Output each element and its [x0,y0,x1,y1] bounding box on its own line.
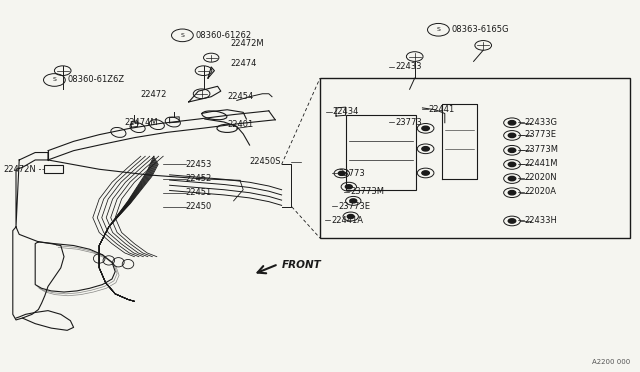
Text: FRONT: FRONT [282,260,321,270]
Circle shape [346,185,352,189]
Text: 22472: 22472 [141,90,167,99]
Text: 08360-61Z6Z: 08360-61Z6Z [68,76,125,84]
Text: 22472N: 22472N [3,165,36,174]
Circle shape [508,148,516,153]
Text: 22450: 22450 [186,202,212,211]
Text: 22474: 22474 [230,59,257,68]
Circle shape [339,171,345,175]
Text: 22433H: 22433H [525,216,557,225]
Circle shape [508,219,516,223]
Circle shape [508,176,516,181]
Circle shape [508,121,516,125]
Text: 23773: 23773 [338,169,365,178]
Text: 22474M: 22474M [125,118,159,127]
Text: 23773E: 23773E [338,202,370,211]
Text: 22454: 22454 [227,92,253,101]
Circle shape [422,147,429,151]
Text: 22401: 22401 [227,120,253,129]
Circle shape [422,171,429,175]
Text: 22453: 22453 [186,160,212,169]
Text: 22020A: 22020A [525,187,557,196]
Text: 22434: 22434 [333,107,359,116]
Text: S: S [52,77,56,83]
Text: 23773: 23773 [396,118,422,126]
Circle shape [422,126,429,131]
Text: 23773E: 23773E [525,130,557,139]
Text: 22472M: 22472M [230,39,264,48]
Circle shape [348,215,354,218]
Bar [320,78,630,238]
Text: 22451: 22451 [186,188,212,197]
Circle shape [508,190,516,195]
Text: 22441: 22441 [429,105,455,114]
Text: 23773M: 23773M [351,187,385,196]
Text: 22433G: 22433G [525,118,558,126]
Circle shape [508,162,516,167]
Text: A2200 000: A2200 000 [592,359,630,365]
Text: 22450S: 22450S [250,157,281,166]
Bar [44,165,63,173]
Text: 22452: 22452 [186,174,212,183]
Text: 22433: 22433 [396,62,422,71]
Text: 08363-6165G: 08363-6165G [452,25,509,34]
Text: S: S [436,27,440,32]
Text: 08360-61262: 08360-61262 [196,31,252,40]
Text: 22441A: 22441A [332,216,364,225]
Text: S: S [180,33,184,38]
Bar [346,115,416,190]
Text: 22020N: 22020N [525,173,557,182]
Text: 23773M: 23773M [525,145,559,154]
Circle shape [508,133,516,138]
Text: 22441M: 22441M [525,159,558,168]
Circle shape [350,199,356,203]
